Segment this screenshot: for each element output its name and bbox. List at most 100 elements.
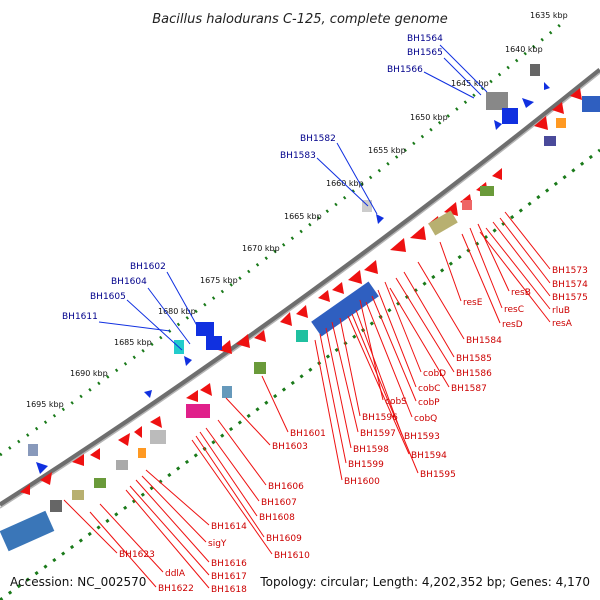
gene-arrow[interactable] (494, 120, 502, 130)
gene-label[interactable]: BH1575 (552, 293, 588, 303)
gene-arrow[interactable] (348, 270, 362, 284)
gene-label[interactable]: resB (511, 288, 531, 298)
gene-arrow[interactable] (552, 102, 564, 114)
gene-label[interactable]: BH1595 (420, 470, 456, 480)
gene-label[interactable]: BH1587 (451, 384, 487, 394)
gene-arrow[interactable] (390, 238, 406, 252)
gene-label[interactable]: BH1607 (261, 498, 297, 508)
gene-block[interactable] (50, 500, 62, 512)
gene-arrow[interactable] (318, 290, 330, 302)
gene-label[interactable]: BH1622 (158, 584, 194, 594)
gene-label[interactable]: BH1618 (211, 585, 247, 595)
gene-label[interactable]: BH1593 (404, 432, 440, 442)
gene-label[interactable]: resE (463, 298, 483, 308)
gene-label[interactable]: BH1609 (266, 534, 302, 544)
gene-arrow[interactable] (90, 448, 100, 460)
gene-arrow[interactable] (144, 390, 152, 398)
gene-label[interactable]: cobQ (414, 414, 437, 424)
gene-label[interactable]: BH1599 (348, 460, 384, 470)
gene-block[interactable] (72, 490, 84, 500)
gene-arrow[interactable] (218, 340, 232, 354)
gene-arrow[interactable] (410, 226, 426, 240)
gene-arrow[interactable] (534, 116, 548, 130)
gene-label[interactable]: BH1606 (268, 482, 304, 492)
gene-arrow[interactable] (186, 390, 198, 402)
gene-label[interactable]: BH1583 (280, 151, 316, 161)
gene-label[interactable]: cobP (418, 398, 440, 408)
gene-arrow[interactable] (254, 330, 266, 342)
gene-label[interactable]: BH1597 (360, 429, 396, 439)
gene-label[interactable]: BH1586 (456, 369, 492, 379)
gene-label[interactable]: BH1614 (211, 522, 247, 532)
gene-label[interactable]: resA (552, 319, 573, 329)
gene-arrow[interactable] (72, 454, 84, 466)
gene-block[interactable] (530, 64, 540, 76)
gene-label[interactable]: BH1573 (552, 266, 588, 276)
gene-arrow[interactable] (570, 88, 582, 100)
gene-label[interactable]: rluB (552, 306, 570, 316)
gene-block[interactable] (486, 92, 508, 110)
gene-arrow[interactable] (492, 168, 502, 180)
gene-label[interactable]: cobS (385, 397, 407, 407)
gene-arrow[interactable] (134, 426, 142, 438)
gene-label[interactable]: BH1600 (344, 477, 380, 487)
gene-arrow[interactable] (36, 462, 48, 474)
gene-label[interactable]: BH1584 (466, 336, 502, 346)
gene-label[interactable]: BH1602 (130, 262, 166, 272)
gene-label[interactable]: BH1604 (111, 277, 147, 287)
gene-label[interactable]: BH1605 (90, 292, 126, 302)
gene-block[interactable] (186, 404, 210, 418)
gene-label[interactable]: BH1594 (411, 451, 447, 461)
gene-arrow[interactable] (118, 433, 130, 446)
gene-block[interactable] (0, 510, 55, 552)
gene-arrow[interactable] (40, 472, 52, 485)
gene-arrow[interactable] (376, 214, 384, 224)
gene-block[interactable] (502, 108, 518, 124)
gene-label[interactable]: BH1603 (272, 442, 308, 452)
gene-arrow[interactable] (184, 356, 192, 366)
gene-arrow[interactable] (236, 334, 250, 348)
gene-block[interactable] (582, 96, 600, 112)
gene-label[interactable]: BH1623 (119, 550, 155, 560)
gene-arrow[interactable] (150, 416, 162, 428)
gene-arrow[interactable] (522, 98, 534, 108)
gene-block[interactable] (556, 118, 566, 128)
gene-block[interactable] (480, 186, 494, 196)
gene-block[interactable] (254, 362, 266, 374)
gene-label[interactable]: BH1608 (259, 513, 295, 523)
gene-label[interactable]: BH1617 (211, 572, 247, 582)
gene-arrow[interactable] (544, 82, 550, 90)
gene-block[interactable] (296, 330, 308, 342)
gene-label[interactable]: BH1601 (290, 429, 326, 439)
gene-label[interactable]: resC (504, 305, 524, 315)
gene-arrow[interactable] (20, 484, 30, 495)
gene-block[interactable] (544, 136, 556, 146)
gene-arrow[interactable] (280, 312, 292, 326)
gene-label[interactable]: BH1574 (552, 280, 588, 290)
gene-block[interactable] (222, 386, 232, 398)
gene-block[interactable] (362, 200, 372, 212)
gene-block[interactable] (28, 444, 38, 456)
gene-label[interactable]: sigY (208, 539, 227, 549)
gene-block[interactable] (116, 460, 128, 470)
gene-block[interactable] (94, 478, 106, 488)
gene-arrow[interactable] (364, 260, 378, 274)
gene-label[interactable]: resD (502, 320, 523, 330)
gene-block[interactable] (311, 281, 379, 337)
gene-label[interactable]: BH1611 (62, 312, 98, 322)
gene-label[interactable]: BH1610 (274, 551, 310, 561)
gene-label[interactable]: BH1616 (211, 559, 247, 569)
gene-block[interactable] (196, 322, 214, 336)
gene-label[interactable]: BH1598 (353, 445, 389, 455)
gene-label[interactable]: BH1596 (362, 413, 398, 423)
gene-block[interactable] (206, 336, 222, 350)
gene-label[interactable]: cobD (423, 369, 446, 379)
gene-label[interactable]: BH1565 (407, 48, 443, 58)
gene-block[interactable] (150, 430, 166, 444)
gene-block[interactable] (428, 210, 458, 236)
gene-arrow[interactable] (296, 305, 308, 318)
gene-block[interactable] (138, 448, 146, 458)
gene-label[interactable]: cobC (418, 384, 440, 394)
gene-arrow[interactable] (200, 383, 212, 396)
gene-label[interactable]: ddlA (165, 569, 186, 579)
